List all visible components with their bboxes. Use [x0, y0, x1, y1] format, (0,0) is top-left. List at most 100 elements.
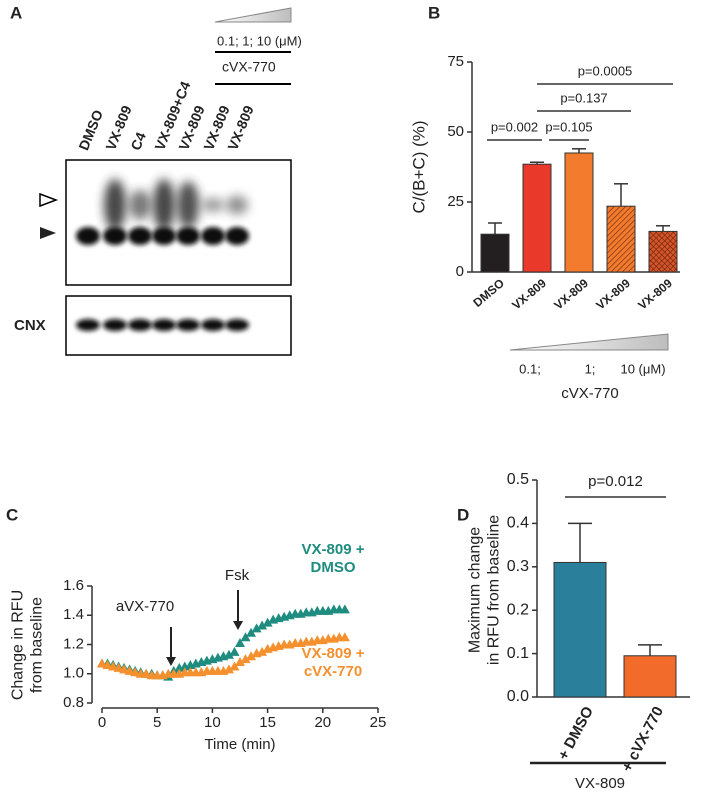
loading-control-label: CNX	[14, 317, 46, 334]
data-point	[246, 651, 257, 661]
x-axis-label: Time (min)	[204, 736, 275, 753]
blot-bands	[76, 319, 249, 331]
data-point	[97, 658, 107, 668]
band	[152, 227, 176, 245]
data-point	[229, 661, 240, 671]
data-point	[251, 623, 262, 633]
bar	[522, 163, 552, 273]
data-point	[229, 646, 240, 656]
dose-label: 0.1;	[519, 361, 541, 376]
bar	[480, 233, 510, 273]
y-tick-label: 0.2	[507, 601, 529, 618]
data-point	[246, 627, 257, 637]
data-point	[130, 667, 141, 677]
y-tick-label: 1.2	[63, 635, 84, 652]
band-b-marker	[40, 227, 56, 239]
band	[152, 319, 176, 331]
band	[176, 319, 200, 331]
bar	[564, 152, 594, 273]
y-tick-label: 0	[456, 263, 464, 280]
x-tick-label: VX-809	[593, 276, 633, 313]
data-point	[262, 617, 273, 627]
band	[76, 227, 100, 245]
band	[103, 227, 127, 245]
y-axis-label: C/(B+C) (%)	[409, 120, 428, 213]
dose-label: 1;	[585, 361, 596, 376]
data-point	[257, 646, 268, 656]
group-label: VX-809	[575, 775, 625, 792]
x-tick-label: DMSO	[470, 276, 507, 310]
band-c-marker	[39, 192, 59, 208]
panel-label: A	[10, 3, 22, 22]
lane-label: C4	[127, 130, 149, 153]
data-point	[124, 665, 135, 675]
band	[76, 319, 100, 331]
annotation-arrowhead	[233, 621, 243, 630]
band-smear	[226, 195, 248, 215]
x-tick-label: VX-809	[635, 276, 675, 313]
data-point	[223, 664, 234, 674]
data-point	[119, 664, 130, 674]
band	[176, 227, 200, 245]
annotation: aVX-770	[116, 598, 174, 615]
bar	[648, 230, 678, 273]
band	[128, 227, 152, 245]
y-tick-label: 0.1	[507, 645, 529, 662]
annotation-arrowhead	[166, 657, 176, 666]
data-point	[240, 632, 251, 642]
x-tick-label: + DMSO	[555, 703, 597, 762]
blot-bands	[76, 179, 249, 245]
bar	[623, 655, 677, 698]
panel-label: C	[6, 505, 18, 524]
dose-labels: 0.1; 1; 10 (μM)	[217, 33, 302, 48]
y-tick-label: 1.0	[63, 665, 84, 682]
drug-label: cVX-770	[222, 59, 276, 75]
x-tick-label: 0	[98, 714, 106, 731]
x-tick-label: 20	[314, 714, 331, 731]
data-point	[339, 632, 350, 642]
x-tick-label: VX-809	[551, 276, 591, 313]
y-tick-label: 0.3	[507, 558, 529, 575]
band-smear	[104, 179, 126, 231]
p-value: p=0.137	[560, 90, 607, 105]
y-tick-label: 75	[447, 53, 464, 70]
y-axis-label: Maximum change	[467, 527, 484, 653]
lane-label: DMSO	[75, 107, 106, 152]
bar	[553, 561, 607, 698]
dose-wedge	[509, 333, 669, 351]
data-point	[141, 668, 152, 678]
x-tick-label: 15	[259, 714, 276, 731]
data-point	[339, 604, 350, 614]
band-smear	[177, 181, 199, 229]
dose-label: 10 (μM)	[620, 361, 665, 376]
y-tick-label: 25	[447, 193, 464, 210]
x-tick-label: 25	[370, 714, 387, 731]
series-label: VX-809 + cVX-770	[301, 645, 365, 680]
band	[201, 319, 225, 331]
y-tick-label: 1.4	[63, 606, 84, 623]
data-point	[257, 620, 268, 630]
p-value: p=0.002	[491, 119, 538, 134]
y-axis-label: Change in RFU	[10, 590, 27, 700]
band	[201, 227, 225, 245]
p-value: p=0.012	[588, 473, 643, 490]
panel-label: B	[428, 3, 440, 22]
y-tick-label: 0.8	[63, 694, 84, 711]
y-tick-label: 0.4	[507, 515, 529, 532]
band-smear	[129, 190, 151, 220]
data-point	[223, 649, 234, 659]
p-value: p=0.105	[545, 119, 592, 134]
band	[103, 319, 127, 331]
y-axis-label: from baseline	[29, 597, 46, 693]
y-tick-label: 1.6	[63, 577, 84, 594]
band	[128, 319, 152, 331]
series-label: VX-809 + DMSO	[301, 541, 365, 576]
data-point	[102, 659, 113, 669]
dose-title: cVX-770	[561, 385, 619, 402]
x-tick-label: 10	[204, 714, 221, 731]
band-smear	[202, 197, 224, 213]
data-point	[235, 657, 245, 667]
y-tick-label: 0.5	[507, 471, 529, 488]
